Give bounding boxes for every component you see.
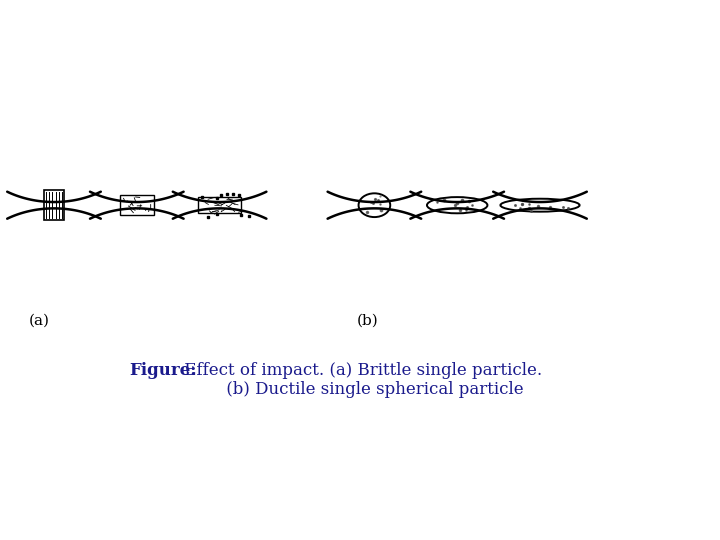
Text: (b): (b)	[356, 313, 378, 327]
Ellipse shape	[500, 199, 580, 212]
Text: (a): (a)	[29, 313, 50, 327]
Ellipse shape	[427, 197, 487, 213]
Ellipse shape	[359, 193, 390, 217]
Bar	[120, 195, 154, 215]
Text: Effect of impact. (a) Brittle single particle.
         (b) Ductile single spher: Effect of impact. (a) Brittle single par…	[179, 362, 541, 399]
Text: Figure:: Figure:	[130, 362, 197, 379]
Bar	[44, 190, 64, 220]
Bar	[198, 197, 241, 213]
